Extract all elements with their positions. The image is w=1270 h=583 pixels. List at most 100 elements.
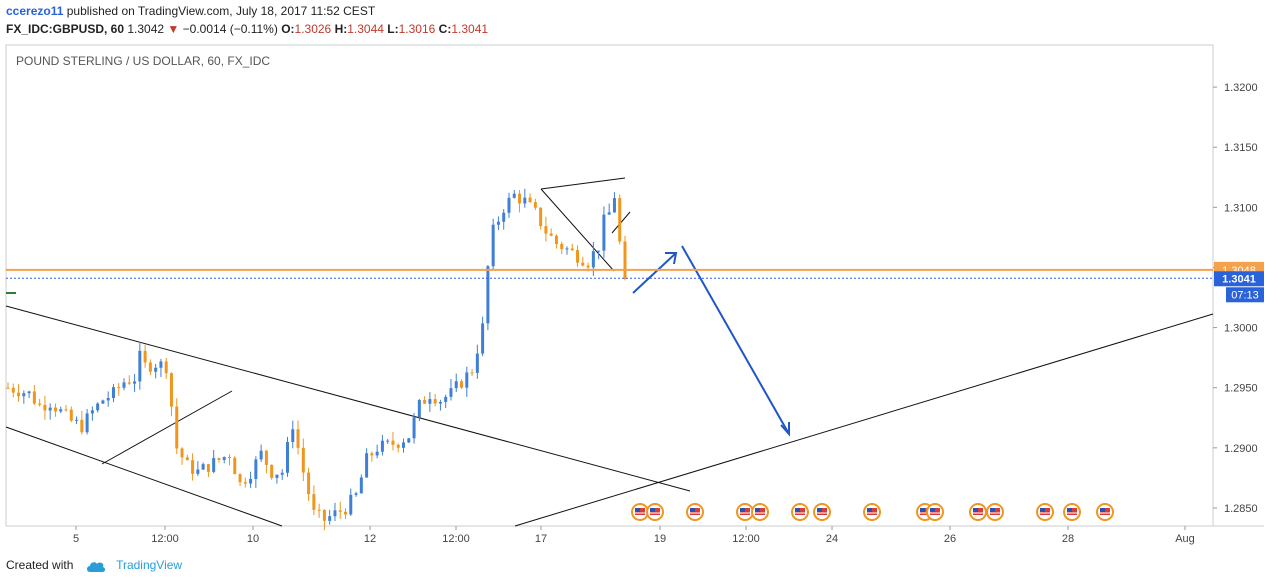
candle-body	[417, 399, 421, 418]
forecast-down-arrow[interactable]	[681, 245, 790, 435]
descending-channel-lower[interactable]	[5, 426, 283, 527]
x-tick-label: 12	[364, 533, 376, 545]
candle-body	[59, 409, 63, 412]
economic-event-flag-icon[interactable]	[986, 503, 1004, 521]
close-label: C:	[438, 22, 452, 36]
countdown-badge	[1226, 287, 1264, 303]
candle-body	[591, 251, 595, 268]
candle-body	[117, 387, 121, 389]
footer: Created with TradingView	[6, 558, 182, 573]
candle-body	[333, 510, 337, 517]
price-chart[interactable]: POUND STERLING / US DOLLAR, 60, FX_IDC 1…	[0, 40, 1270, 548]
publish-info: ccerezo11 published on TradingView.com, …	[6, 4, 375, 18]
candle-body	[454, 381, 458, 389]
economic-event-flag-icon[interactable]	[969, 503, 987, 521]
candle-body	[317, 509, 321, 511]
candle-body	[602, 214, 606, 251]
candle-body	[254, 459, 258, 479]
x-tick-label: 12:00	[732, 533, 760, 545]
candle-body	[159, 361, 163, 368]
candle-body	[570, 248, 574, 251]
candle-body	[581, 262, 585, 266]
candle-body	[391, 440, 395, 445]
candle-body	[365, 453, 369, 478]
economic-event-flag-icon[interactable]	[631, 503, 649, 521]
author-link[interactable]: ccerezo11	[6, 4, 64, 18]
x-tick-label: 10	[247, 533, 259, 545]
candle-body	[143, 350, 147, 363]
x-tick-label: 12:00	[151, 533, 179, 545]
x-tick-label: 17	[535, 533, 547, 545]
candle-body	[212, 458, 216, 472]
candle-body	[344, 511, 348, 515]
economic-event-flag-icon[interactable]	[926, 503, 944, 521]
last-price: 1.3042	[127, 22, 165, 36]
candle-body	[175, 406, 179, 449]
wedge-lower-line[interactable]	[540, 188, 615, 272]
economic-event-flag-icon[interactable]	[736, 503, 754, 521]
economic-event-flag-icon[interactable]	[813, 503, 831, 521]
candle-body	[227, 457, 231, 459]
candle-body	[354, 493, 358, 495]
candle-body	[38, 403, 42, 405]
candle-body	[11, 387, 15, 393]
candle-body	[243, 482, 247, 484]
ascending-trendline[interactable]	[514, 313, 1214, 527]
y-tick-label: 1.3100	[1224, 202, 1258, 214]
candle-body	[53, 407, 57, 412]
candle-body	[101, 400, 105, 404]
close-value: 1.3041	[451, 22, 489, 36]
forecast-down-arrowhead	[780, 422, 790, 437]
economic-event-flag-icon[interactable]	[1063, 503, 1081, 521]
x-tick-label: 12:00	[442, 533, 470, 545]
forecast-up-arrow[interactable]	[632, 252, 677, 294]
candle-body	[496, 221, 500, 225]
economic-event-flag-icon[interactable]	[791, 503, 809, 521]
economic-event-flag-icon[interactable]	[646, 503, 664, 521]
candle-body	[270, 464, 274, 478]
candle-body	[106, 397, 110, 401]
candle-body	[280, 472, 284, 475]
descending-channel-upper[interactable]	[5, 305, 691, 492]
candle-body	[586, 265, 590, 268]
x-tick-label: 24	[826, 533, 838, 545]
tradingview-brand-link[interactable]: TradingView	[116, 558, 183, 572]
candle-body	[481, 323, 485, 354]
candle-body	[191, 460, 195, 474]
x-tick-label: 5	[73, 533, 79, 545]
economic-event-flag-icon[interactable]	[686, 503, 704, 521]
candle-body	[6, 387, 10, 389]
economic-events[interactable]	[631, 503, 1114, 521]
ohlc-legend: FX_IDC:GBPUSD, 60 1.3042 ▼ −0.0014 (−0.1…	[6, 22, 488, 36]
plot-area[interactable]	[5, 44, 1214, 527]
candle-body	[486, 266, 490, 324]
candle-body	[133, 381, 137, 384]
economic-event-flag-icon[interactable]	[1096, 503, 1114, 521]
open-value: 1.3026	[294, 22, 332, 36]
trendlines	[5, 177, 1214, 527]
candle-body	[264, 450, 268, 465]
candle-body	[180, 448, 184, 458]
candle-body	[275, 474, 279, 478]
candle-body	[465, 372, 469, 388]
candle-body	[43, 404, 47, 411]
candle-body	[259, 450, 263, 460]
tradingview-cloud-icon	[86, 562, 105, 572]
candle-body	[138, 350, 142, 382]
open-label: O:	[281, 22, 295, 36]
y-tick-label: 1.3150	[1224, 142, 1258, 154]
candle-body	[301, 447, 305, 473]
candle-body	[407, 438, 411, 443]
economic-event-flag-icon[interactable]	[1036, 503, 1054, 521]
candle-body	[17, 392, 21, 397]
flag-trendline[interactable]	[101, 390, 233, 465]
last-price-badge	[1214, 271, 1264, 287]
candle-body	[90, 410, 94, 414]
economic-event-flag-icon[interactable]	[751, 503, 769, 521]
wedge-upper-line[interactable]	[540, 177, 626, 190]
time-axis[interactable]: 5 12:00 10 12 12:00 17 19 12:00 24 26 28 Aug	[73, 526, 1195, 545]
economic-event-flag-icon[interactable]	[863, 503, 881, 521]
candle-body	[96, 403, 100, 411]
candle-body	[612, 198, 616, 213]
candle-body	[470, 372, 474, 374]
